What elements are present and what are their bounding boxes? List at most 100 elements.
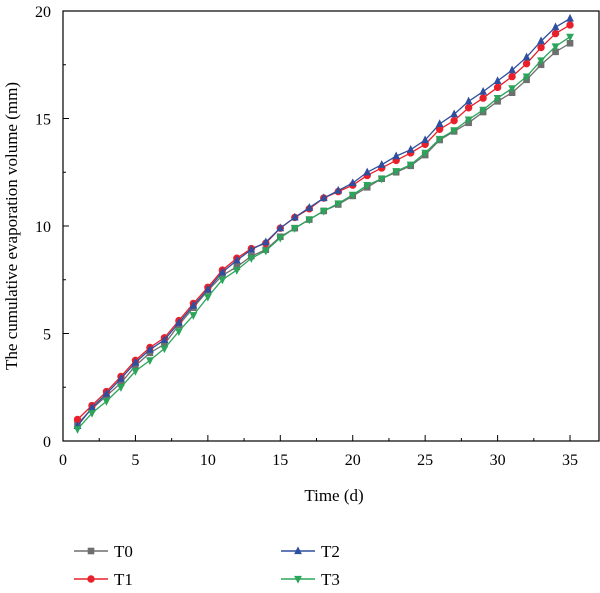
data-point <box>551 43 560 52</box>
data-point <box>464 116 473 125</box>
data-point <box>493 76 502 84</box>
data-point <box>348 178 357 187</box>
data-point <box>450 116 458 125</box>
data-point <box>522 59 531 68</box>
data-point <box>290 212 299 221</box>
data-point <box>203 293 212 302</box>
data-point <box>464 96 473 105</box>
legend-item-T0: T0 <box>74 542 133 561</box>
data-point <box>146 344 154 353</box>
data-point <box>175 328 183 337</box>
data-point <box>348 191 357 200</box>
data-point <box>493 94 502 103</box>
legend-swatch-marker <box>87 547 95 555</box>
data-point <box>450 127 459 135</box>
data-point <box>102 398 111 406</box>
y-tick-label: 10 <box>35 219 51 236</box>
data-point <box>305 203 314 211</box>
data-point <box>102 389 111 397</box>
data-point <box>189 312 198 320</box>
x-tick-label: 10 <box>200 452 216 469</box>
data-point <box>146 357 154 366</box>
data-point <box>479 94 487 102</box>
data-point <box>508 72 516 81</box>
data-point <box>276 234 285 243</box>
data-point <box>464 104 473 112</box>
data-point <box>537 43 545 52</box>
data-point <box>508 65 516 74</box>
data-point <box>479 106 487 115</box>
data-point <box>247 244 256 253</box>
data-point <box>175 318 183 326</box>
data-point <box>421 149 430 158</box>
legend-swatch-marker <box>294 575 302 584</box>
y-tick-label: 15 <box>35 112 51 129</box>
data-point <box>450 109 459 118</box>
data-point <box>421 135 430 144</box>
data-point <box>566 13 574 22</box>
data-point <box>334 185 343 194</box>
data-point <box>522 52 531 61</box>
legend-label: T1 <box>114 570 133 589</box>
data-point <box>232 255 241 264</box>
data-point <box>117 384 125 392</box>
data-point <box>160 335 169 344</box>
data-point <box>319 193 328 202</box>
data-point <box>261 237 270 246</box>
data-point <box>290 225 299 233</box>
data-point <box>117 373 125 382</box>
x-axis-label: Time (d) <box>304 486 363 505</box>
data-point <box>276 223 285 232</box>
x-tick-label: 15 <box>272 452 288 469</box>
data-point <box>218 276 227 285</box>
y-tick-label: 5 <box>43 327 51 344</box>
x-tick-label: 0 <box>59 452 67 469</box>
legend-label: T2 <box>321 542 340 561</box>
data-point <box>363 167 372 176</box>
data-point <box>160 345 169 354</box>
x-tick-label: 20 <box>345 452 361 469</box>
y-tick-label: 0 <box>43 434 51 451</box>
legend: T0 T1 T2 T3 <box>74 542 340 589</box>
x-tick-label: 30 <box>490 452 506 469</box>
legend-item-T3: T3 <box>281 570 340 589</box>
legend-label: T0 <box>114 542 133 561</box>
data-point <box>537 36 545 45</box>
data-point <box>218 267 227 276</box>
data-point <box>566 33 574 42</box>
data-point <box>363 182 372 190</box>
data-point <box>551 22 560 31</box>
data-point <box>377 175 386 184</box>
x-tick-label: 35 <box>562 452 578 469</box>
data-point <box>131 368 140 376</box>
data-point <box>537 57 545 66</box>
data-point <box>522 73 531 82</box>
data-point <box>493 83 502 92</box>
x-tick-label: 5 <box>131 452 139 469</box>
legend-swatch-marker <box>294 546 302 555</box>
legend-item-T1: T1 <box>74 570 133 589</box>
series-T3 <box>73 33 574 434</box>
data-point <box>392 151 401 160</box>
legend-item-T2: T2 <box>281 542 340 561</box>
data-point <box>189 300 198 309</box>
data-point <box>435 135 444 144</box>
data-point <box>551 29 560 38</box>
data-point <box>305 216 314 225</box>
y-axis-label: The cumulative evaporation volume (mm) <box>2 82 21 370</box>
data-point <box>88 409 96 418</box>
data-point <box>392 168 401 176</box>
data-point <box>435 119 444 127</box>
data-point <box>479 86 487 95</box>
data-point <box>406 161 415 170</box>
data-point <box>334 200 343 209</box>
legend-label: T3 <box>321 570 340 589</box>
data-point <box>203 284 212 293</box>
data-point <box>131 357 140 366</box>
plot-area-border <box>62 10 600 442</box>
data-point <box>73 426 82 434</box>
series-T2 <box>73 13 574 430</box>
data-point <box>377 160 386 168</box>
data-point <box>247 255 256 263</box>
data-point <box>319 207 328 216</box>
